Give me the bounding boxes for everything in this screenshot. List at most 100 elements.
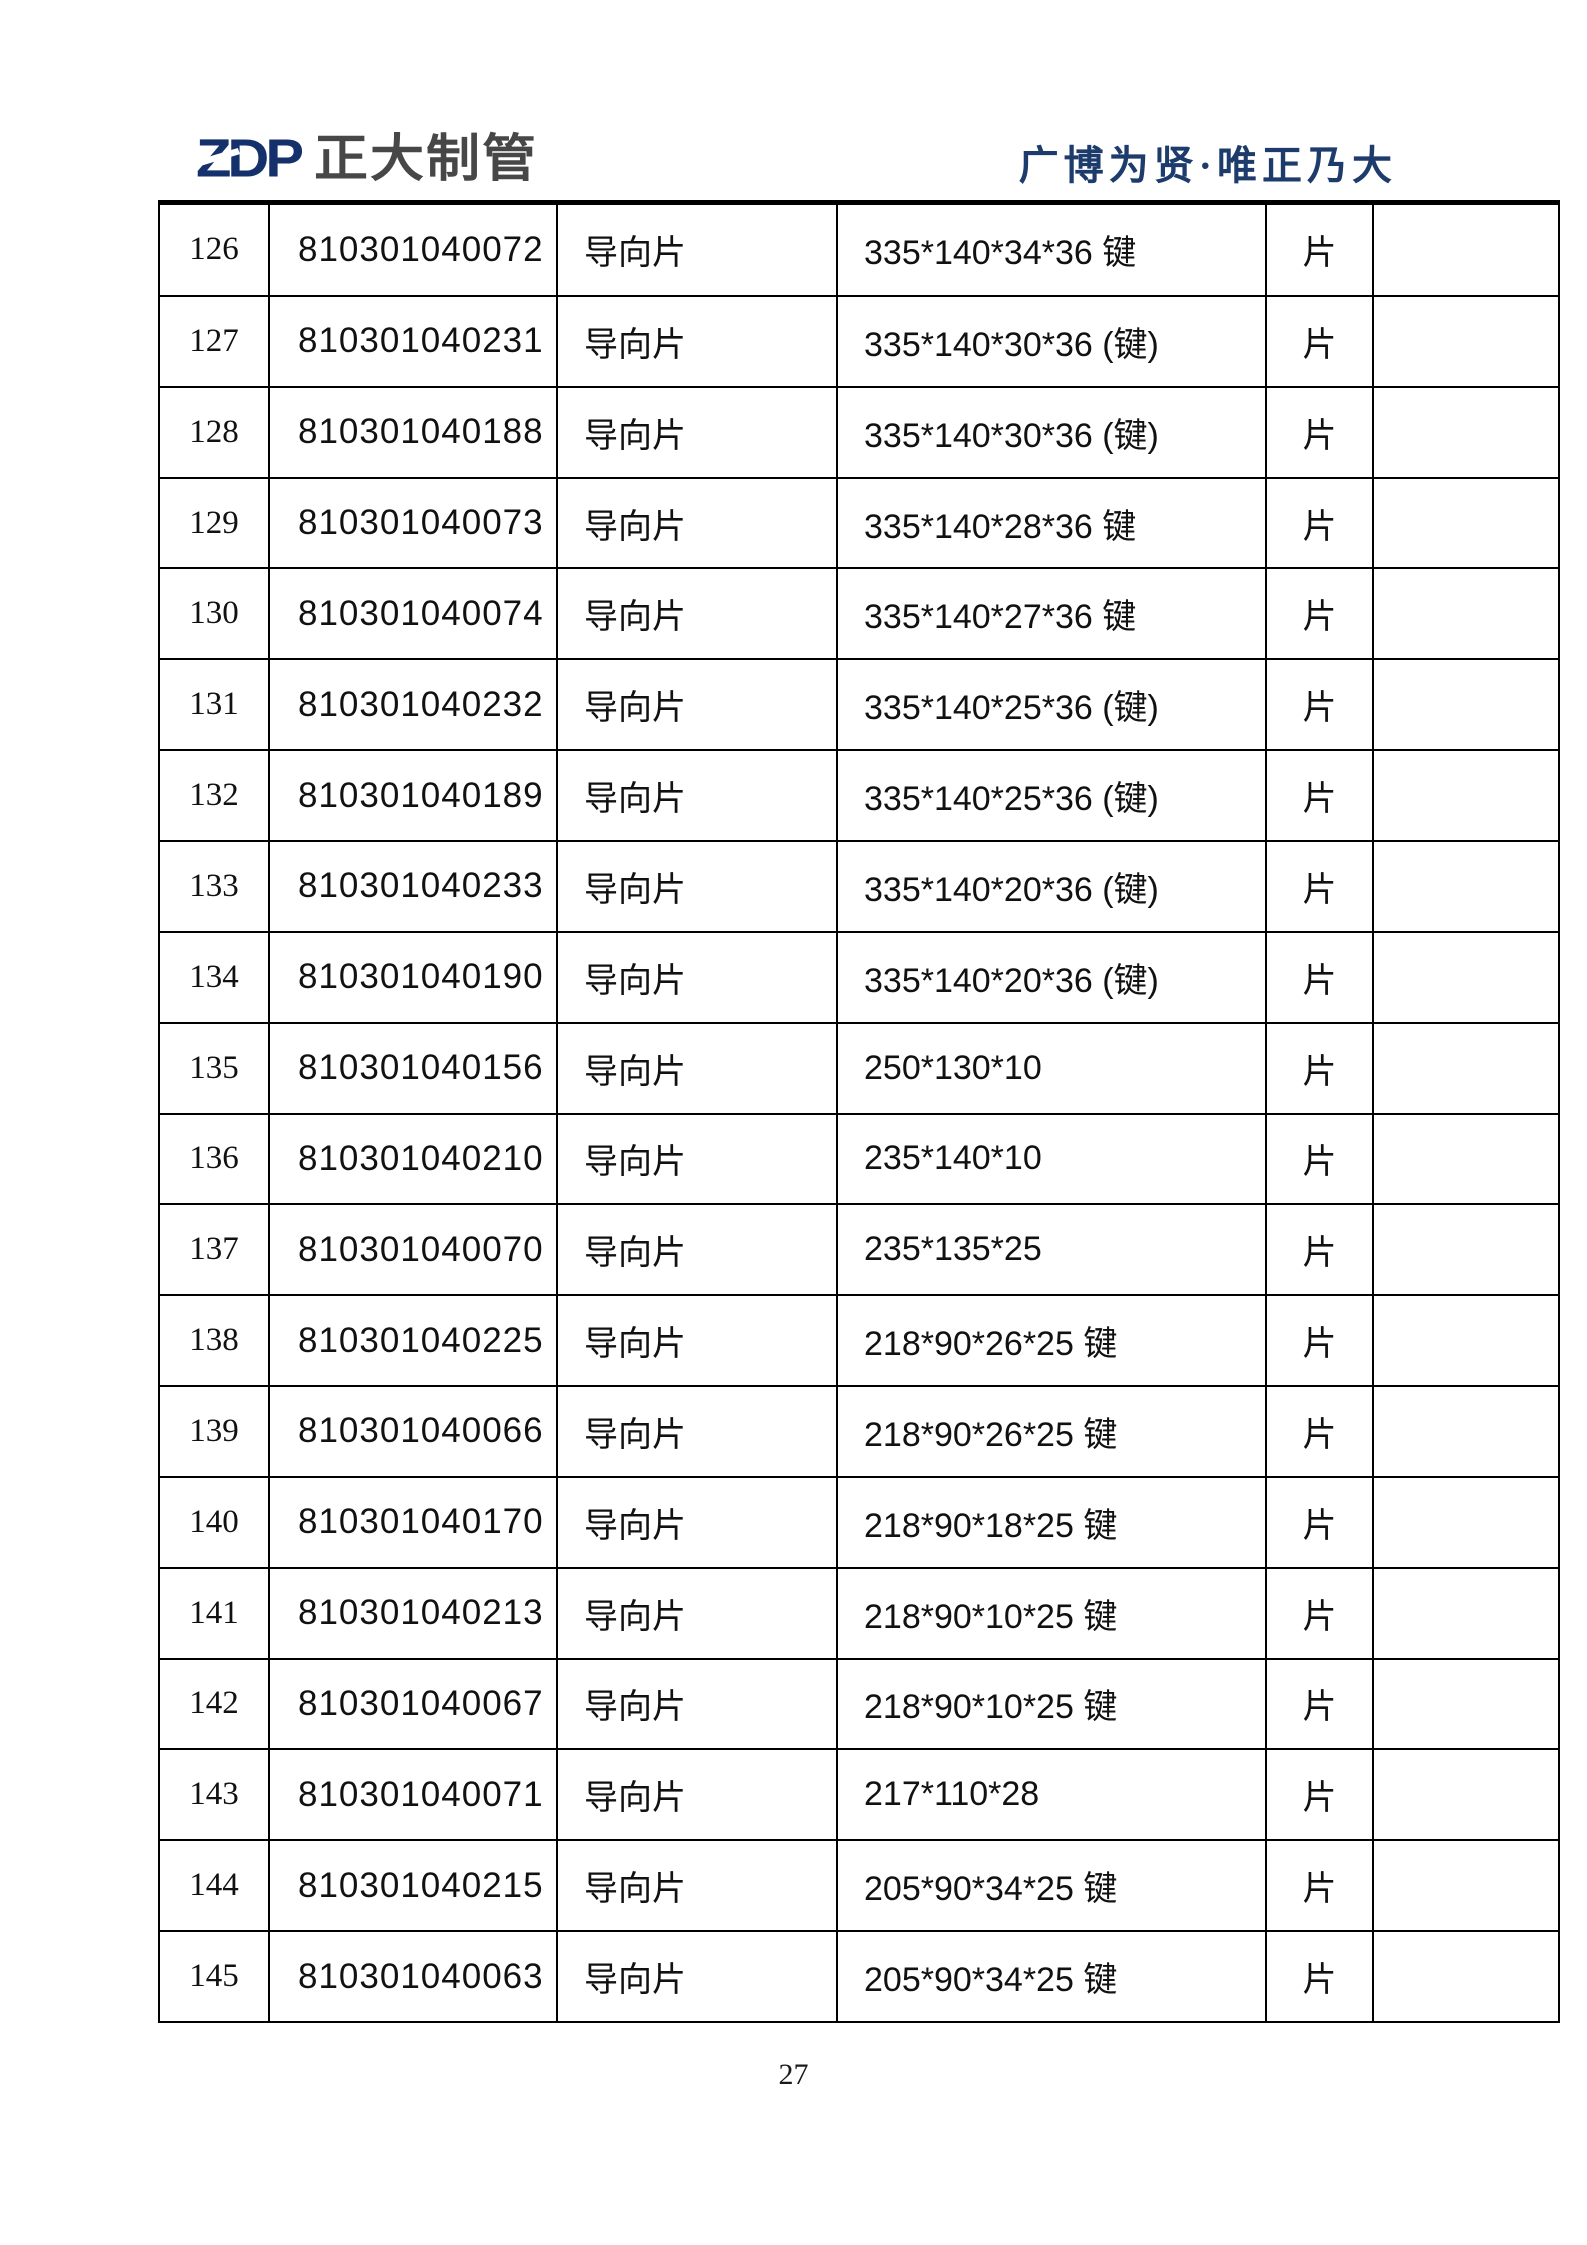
table-row: 132 810301040189 导向片 335*140*25*36 (键) 片 [158,749,1560,842]
note-cell [1372,1930,1560,2023]
spec-cell: 335*140*30*36 (键) [836,294,1267,388]
table-row: 129 810301040073 导向片 335*140*28*36 键片 [158,476,1560,570]
part-name-cell: 导向片 [556,1112,838,1206]
part-name-cell: 导向片 [556,1566,838,1660]
unit-cell: 片 [1265,930,1374,1024]
row-number-cell: 128 [158,385,270,479]
unit-cell: 片 [1265,385,1374,479]
unit-cell: 片 [1265,1203,1374,1297]
part-name-cell: 导向片 [556,294,838,388]
table-row: 140 810301040170 导向片 218*90*18*25 键片 [158,1475,1560,1569]
part-name-cell: 导向片 [556,658,838,752]
row-number-cell: 144 [158,1839,270,1933]
row-number-cell: 138 [158,1294,270,1388]
part-code-cell: 810301040156 [268,1021,558,1115]
part-code-cell: 810301040190 [268,930,558,1024]
row-number-cell: 137 [158,1203,270,1297]
part-code-cell: 810301040189 [268,749,558,842]
unit-cell: 片 [1265,749,1374,842]
note-cell [1372,476,1560,570]
spec-cell: 235*135*25 [836,1203,1267,1297]
row-number-cell: 141 [158,1566,270,1660]
part-name-cell: 导向片 [556,476,838,570]
table-row: 127 810301040231 导向片 335*140*30*36 (键) 片 [158,294,1560,388]
row-number-cell: 132 [158,749,270,842]
table-row: 142 810301040067 导向片 218*90*10*25 键片 [158,1657,1560,1751]
part-code-cell: 810301040066 [268,1385,558,1478]
part-name-cell: 导向片 [556,1748,838,1842]
spec-cell: 205*90*34*25 键 [836,1930,1267,2023]
table-row: 141 810301040213 导向片 218*90*10*25 键片 [158,1566,1560,1660]
unit-cell: 片 [1265,1930,1374,2023]
unit-cell: 片 [1265,839,1374,933]
part-code-cell: 810301040067 [268,1657,558,1751]
row-number-cell: 126 [158,201,270,297]
table-row: 144 810301040215 导向片 205*90*34*25 键片 [158,1839,1560,1933]
logo-zdp-icon: ZDP [196,128,304,189]
note-cell [1372,1203,1560,1297]
row-number-cell: 139 [158,1385,270,1478]
unit-cell: 片 [1265,1566,1374,1660]
table-row: 145 810301040063 导向片 205*90*34*25 键片 [158,1930,1560,2023]
note-cell [1372,1566,1560,1660]
unit-cell: 片 [1265,1748,1374,1842]
unit-cell: 片 [1265,1294,1374,1388]
table-row: 139 810301040066 导向片 218*90*26*25 键片 [158,1385,1560,1478]
note-cell [1372,658,1560,752]
note-cell [1372,385,1560,479]
spec-cell: 335*140*20*36 (键) [836,839,1267,933]
spec-cell: 335*140*27*36 键 [836,567,1267,661]
note-cell [1372,1112,1560,1206]
part-name-cell: 导向片 [556,1021,838,1115]
table-row: 134 810301040190 导向片 335*140*20*36 (键) 片 [158,930,1560,1024]
parts-table: 126 810301040072 导向片 335*140*34*36 键片 127 810… [158,200,1560,2023]
row-number-cell: 129 [158,476,270,570]
note-cell [1372,1475,1560,1569]
part-name-cell: 导向片 [556,930,838,1024]
note-cell [1372,1021,1560,1115]
unit-cell: 片 [1265,658,1374,752]
part-code-cell: 810301040232 [268,658,558,752]
part-code-cell: 810301040215 [268,1839,558,1933]
part-code-cell: 810301040072 [268,201,558,297]
part-code-cell: 810301040188 [268,385,558,479]
unit-cell: 片 [1265,1839,1374,1933]
row-number-cell: 131 [158,658,270,752]
unit-cell: 片 [1265,1112,1374,1206]
logo-company-name: 正大制管 [314,130,538,188]
spec-cell: 335*140*25*36 (键) [836,658,1267,752]
spec-cell: 218*90*10*25 键 [836,1657,1267,1751]
spec-cell: 217*110*28 [836,1748,1267,1842]
company-logo: ZDP 正大制管 [196,130,538,188]
unit-cell: 片 [1265,1021,1374,1115]
table-row: 126 810301040072 导向片 335*140*34*36 键片 [158,201,1560,297]
note-cell [1372,1657,1560,1751]
table-row: 136 810301040210 导向片 235*140*10 片 [158,1112,1560,1206]
row-number-cell: 130 [158,567,270,661]
part-code-cell: 810301040225 [268,1294,558,1388]
table-row: 143 810301040071 导向片 217*110*28 片 [158,1748,1560,1842]
table-row: 128 810301040188 导向片 335*140*30*36 (键) 片 [158,385,1560,479]
row-number-cell: 143 [158,1748,270,1842]
part-name-cell: 导向片 [556,1294,838,1388]
unit-cell: 片 [1265,294,1374,388]
spec-cell: 218*90*26*25 键 [836,1385,1267,1478]
row-number-cell: 133 [158,839,270,933]
note-cell [1372,839,1560,933]
part-name-cell: 导向片 [556,1839,838,1933]
table-row: 130 810301040074 导向片 335*140*27*36 键片 [158,567,1560,661]
note-cell [1372,749,1560,842]
spec-cell: 250*130*10 [836,1021,1267,1115]
part-name-cell: 导向片 [556,839,838,933]
part-name-cell: 导向片 [556,385,838,479]
part-name-cell: 导向片 [556,1657,838,1751]
part-code-cell: 810301040231 [268,294,558,388]
spec-cell: 335*140*20*36 (键) [836,930,1267,1024]
part-code-cell: 810301040073 [268,476,558,570]
unit-cell: 片 [1265,1657,1374,1751]
row-number-cell: 140 [158,1475,270,1569]
spec-cell: 218*90*26*25 键 [836,1294,1267,1388]
part-code-cell: 810301040233 [268,839,558,933]
note-cell [1372,1748,1560,1842]
